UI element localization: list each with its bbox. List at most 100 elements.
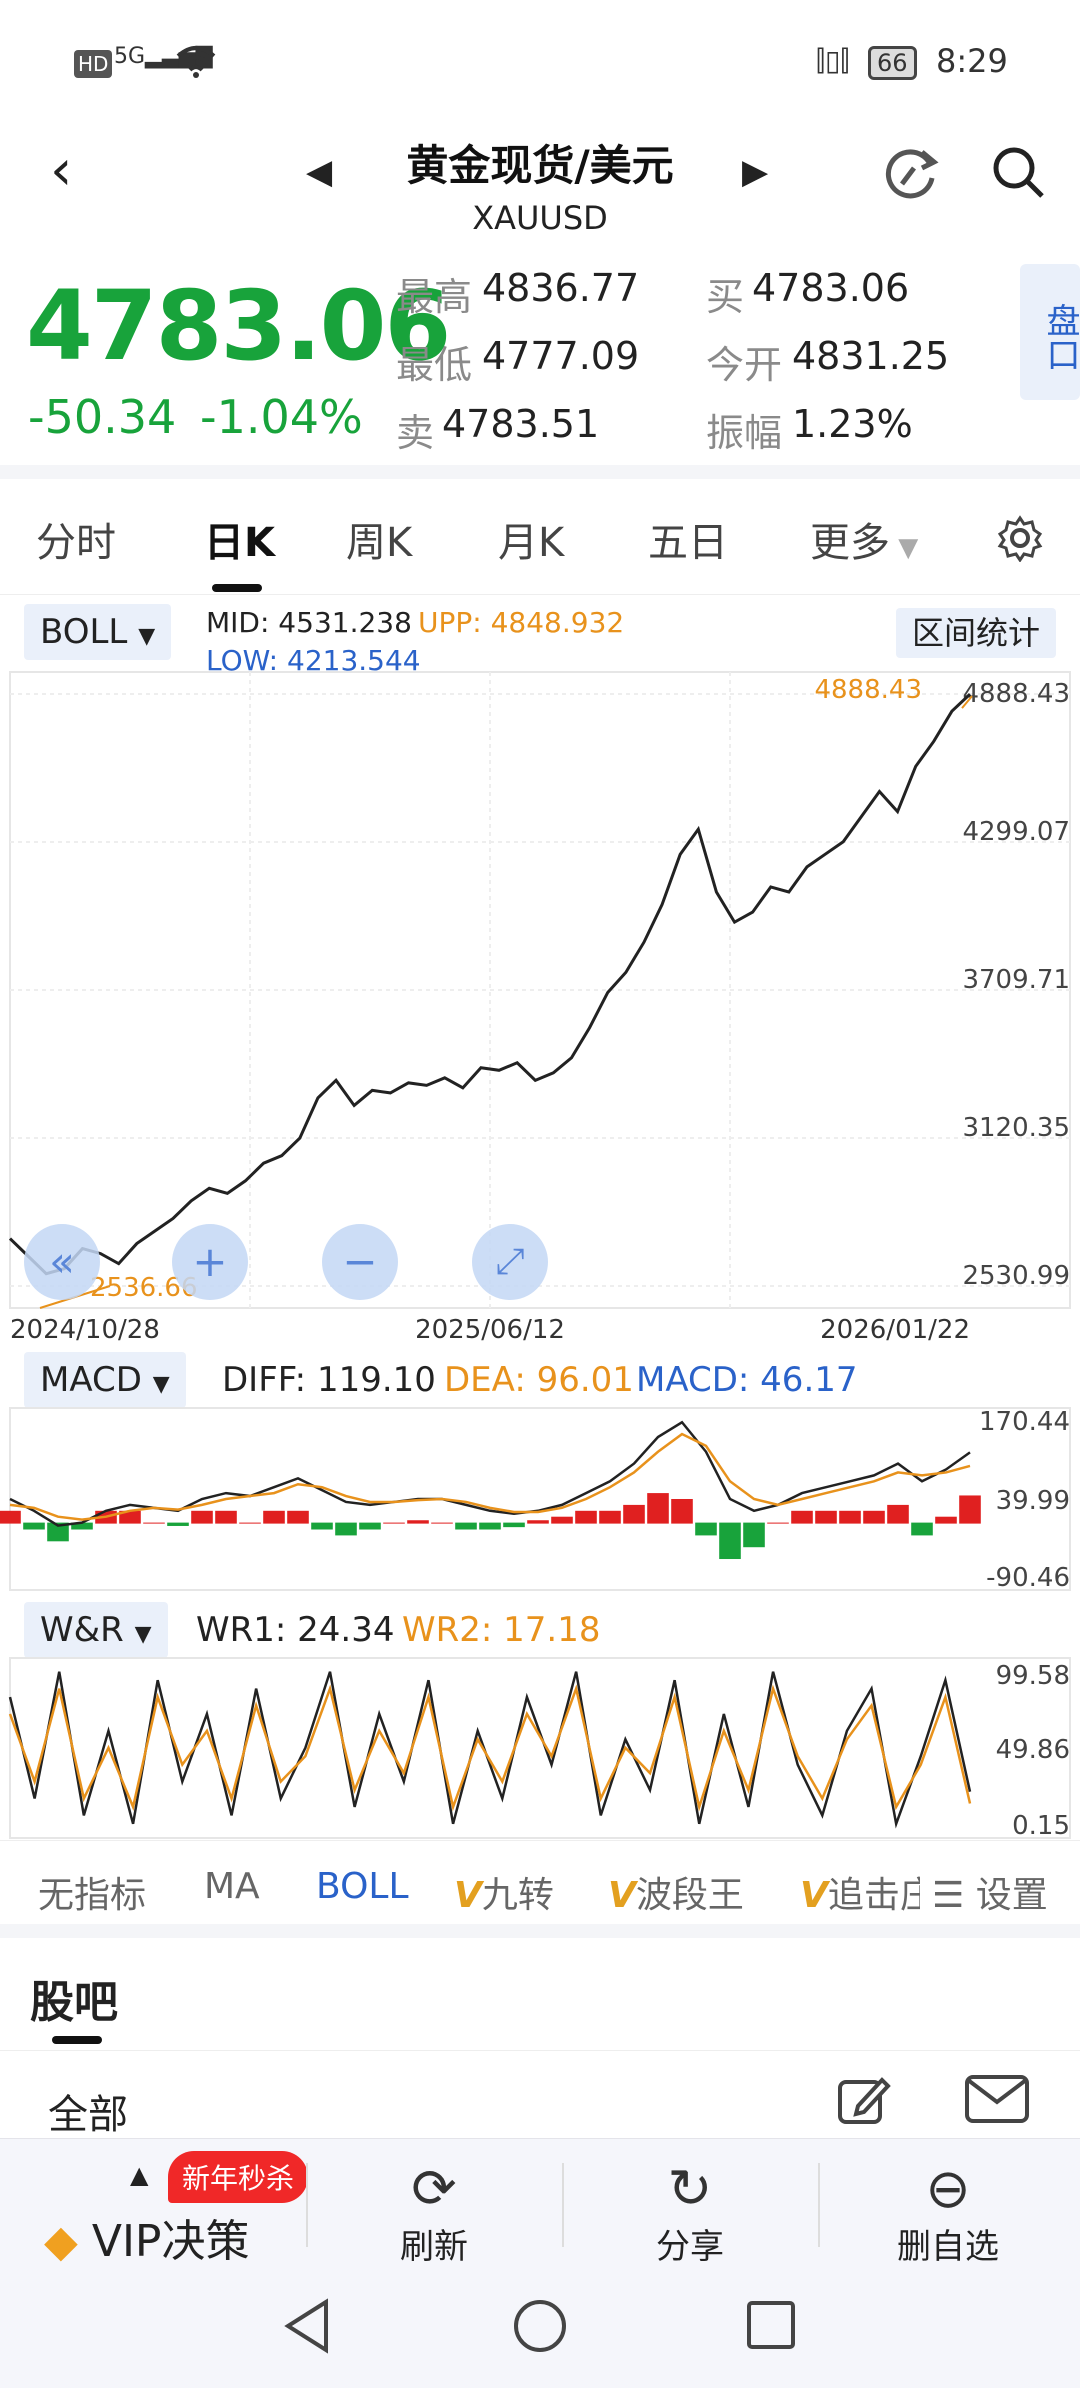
macd-bar — [551, 1516, 573, 1524]
status-bar: HD 5G▂▃▅▇ ⫿▯⫿ 66 8:29 — [0, 0, 1080, 120]
indicator-jiuzhuan-label: 九转 — [481, 1875, 554, 1916]
mail-icon[interactable] — [964, 2074, 1030, 2128]
refresh-button[interactable]: ⟳ 刷新 — [334, 2159, 534, 2268]
divider — [0, 465, 1080, 479]
zoom-out-icon[interactable]: − — [322, 1224, 398, 1300]
macd-bar — [191, 1510, 213, 1524]
macd-bar — [911, 1522, 933, 1536]
macd-bar — [0, 1510, 21, 1524]
back-icon[interactable]: ‹ — [50, 138, 73, 203]
wr1-line — [8, 1671, 972, 1829]
y-tick-label: 4299.07 — [962, 817, 1070, 847]
range-stats-button[interactable]: 区间统计 — [896, 608, 1057, 658]
indicator-ma[interactable]: MA — [204, 1866, 260, 1907]
macd-dea: DEA: 96.01 — [444, 1360, 634, 1400]
tab-intraday[interactable]: 分时 — [36, 520, 116, 566]
indicator-none[interactable]: 无指标 — [38, 1875, 147, 1916]
page-title: 黄金现货/美元 — [406, 141, 674, 190]
macd-bar — [407, 1520, 429, 1524]
open-value: 4831.25 — [792, 334, 950, 378]
macd-bar — [431, 1522, 453, 1524]
macd-bar — [311, 1522, 333, 1530]
nav-recents-icon[interactable] — [746, 2300, 796, 2354]
low-label: 最低 — [396, 343, 473, 387]
wr-selector-label: W&R — [40, 1610, 124, 1650]
indicator-zhuiji[interactable]: V追击庄 — [800, 1866, 920, 1918]
buy-label: 买 — [706, 275, 745, 319]
settings-gear-icon[interactable] — [996, 514, 1044, 566]
y-tick-label: 170.44 — [979, 1407, 1070, 1437]
share-button[interactable]: ↻ 分享 — [590, 2159, 790, 2268]
price-chart[interactable]: 4888.43 4299.07 3709.71 3120.35 2530.99 4888.… — [0, 668, 1080, 1348]
macd-bar — [647, 1493, 669, 1524]
header: ‹ ◀ 黄金现货/美元 XAUUSD ▶ — [0, 120, 1080, 250]
y-tick-label: 3120.35 — [962, 1113, 1070, 1143]
macd-bar — [383, 1522, 405, 1524]
macd-chart[interactable]: 170.44 39.99 -90.46 — [0, 1404, 1080, 1600]
prev-icon[interactable]: ◀ — [306, 152, 333, 192]
open-label: 今开 — [706, 343, 783, 387]
pankou-button[interactable]: 盘口 — [1020, 264, 1080, 400]
vibrate-icon: ⫿▯⫿ — [816, 44, 850, 77]
tab-weekly-k[interactable]: 周K — [346, 520, 413, 566]
macd-bar — [527, 1520, 549, 1524]
tab-five-day[interactable]: 五日 — [648, 520, 728, 566]
share-refresh-icon[interactable] — [880, 142, 942, 208]
minus-circle-icon: ⊖ — [925, 2157, 971, 2220]
boll-selector[interactable]: BOLL ▼ — [24, 604, 172, 660]
sell-value: 4783.51 — [442, 402, 600, 446]
divider — [306, 2163, 308, 2247]
next-icon[interactable]: ▶ — [742, 152, 769, 192]
wr-selector[interactable]: W&R ▼ — [24, 1602, 168, 1658]
nav-home-icon[interactable] — [512, 2298, 568, 2358]
macd-diff: DIFF: 119.10 — [222, 1360, 436, 1400]
period-tabs: 分时 日K 周K 月K 五日 更多 ▼ — [0, 480, 1080, 595]
fullscreen-icon[interactable]: ⤢ — [472, 1224, 548, 1300]
tab-more-label: 更多 — [810, 520, 890, 566]
macd-bar — [359, 1522, 381, 1530]
macd-bar — [47, 1522, 69, 1542]
macd-bar — [119, 1510, 141, 1524]
remove-watchlist-button[interactable]: ⊖ 删自选 — [848, 2159, 1048, 2268]
macd-bar — [239, 1522, 261, 1524]
indicator-settings[interactable]: ☰ 设置 — [926, 1866, 1048, 1918]
chart-frame — [9, 1657, 1071, 1839]
diamond-icon: ◆ — [44, 2216, 78, 2267]
scroll-left-icon[interactable]: « — [24, 1224, 100, 1300]
indicator-boduanwang[interactable]: V波段王 — [608, 1866, 744, 1918]
tab-more[interactable]: 更多 ▼ — [810, 510, 918, 568]
dea-line — [9, 1432, 971, 1521]
macd-selector[interactable]: MACD ▼ — [24, 1352, 186, 1408]
macd-bar — [479, 1522, 501, 1530]
search-icon[interactable] — [990, 144, 1046, 204]
y-tick-label: 49.86 — [996, 1735, 1070, 1765]
indicator-jiuzhuan[interactable]: V九转 — [454, 1866, 554, 1918]
compose-icon[interactable] — [836, 2072, 892, 2132]
caret-down-icon: ▼ — [138, 624, 156, 649]
caret-up-icon: ▲ — [130, 2161, 149, 2189]
title-block: 黄金现货/美元 XAUUSD — [360, 132, 720, 237]
wifi-icon — [176, 44, 216, 85]
tab-monthly-k[interactable]: 月K — [498, 520, 565, 566]
macd-bar — [815, 1510, 837, 1524]
boll-mid: MID: 4531.238 — [206, 606, 412, 639]
indicator-boll[interactable]: BOLL — [316, 1866, 409, 1907]
tab-daily-k[interactable]: 日K — [204, 520, 275, 566]
macd-bar — [887, 1504, 909, 1524]
macd-bar — [671, 1498, 693, 1524]
vip-decision-button[interactable]: ◆ VIP决策 — [44, 2205, 249, 2269]
refresh-icon: ⟳ — [411, 2157, 457, 2220]
zoom-in-icon[interactable]: + — [172, 1224, 248, 1300]
macd-bar — [599, 1510, 621, 1524]
macd-bar — [935, 1516, 957, 1524]
wr-chart[interactable]: 99.58 49.86 0.15 — [0, 1654, 1080, 1844]
amp-label: 振幅 — [706, 411, 783, 455]
nav-back-icon[interactable] — [282, 2298, 332, 2358]
quote-panel: 4783.06 -50.34 -1.04% 最高 4836.77 最低 4777… — [0, 250, 1080, 465]
divider — [818, 2163, 820, 2247]
macd-bar — [263, 1510, 285, 1524]
high-label: 最高 — [396, 275, 473, 319]
forum-filter-all[interactable]: 全部 — [48, 2092, 128, 2138]
vip-decision-label: VIP决策 — [91, 2216, 250, 2267]
refresh-label: 刷新 — [400, 2227, 468, 2267]
